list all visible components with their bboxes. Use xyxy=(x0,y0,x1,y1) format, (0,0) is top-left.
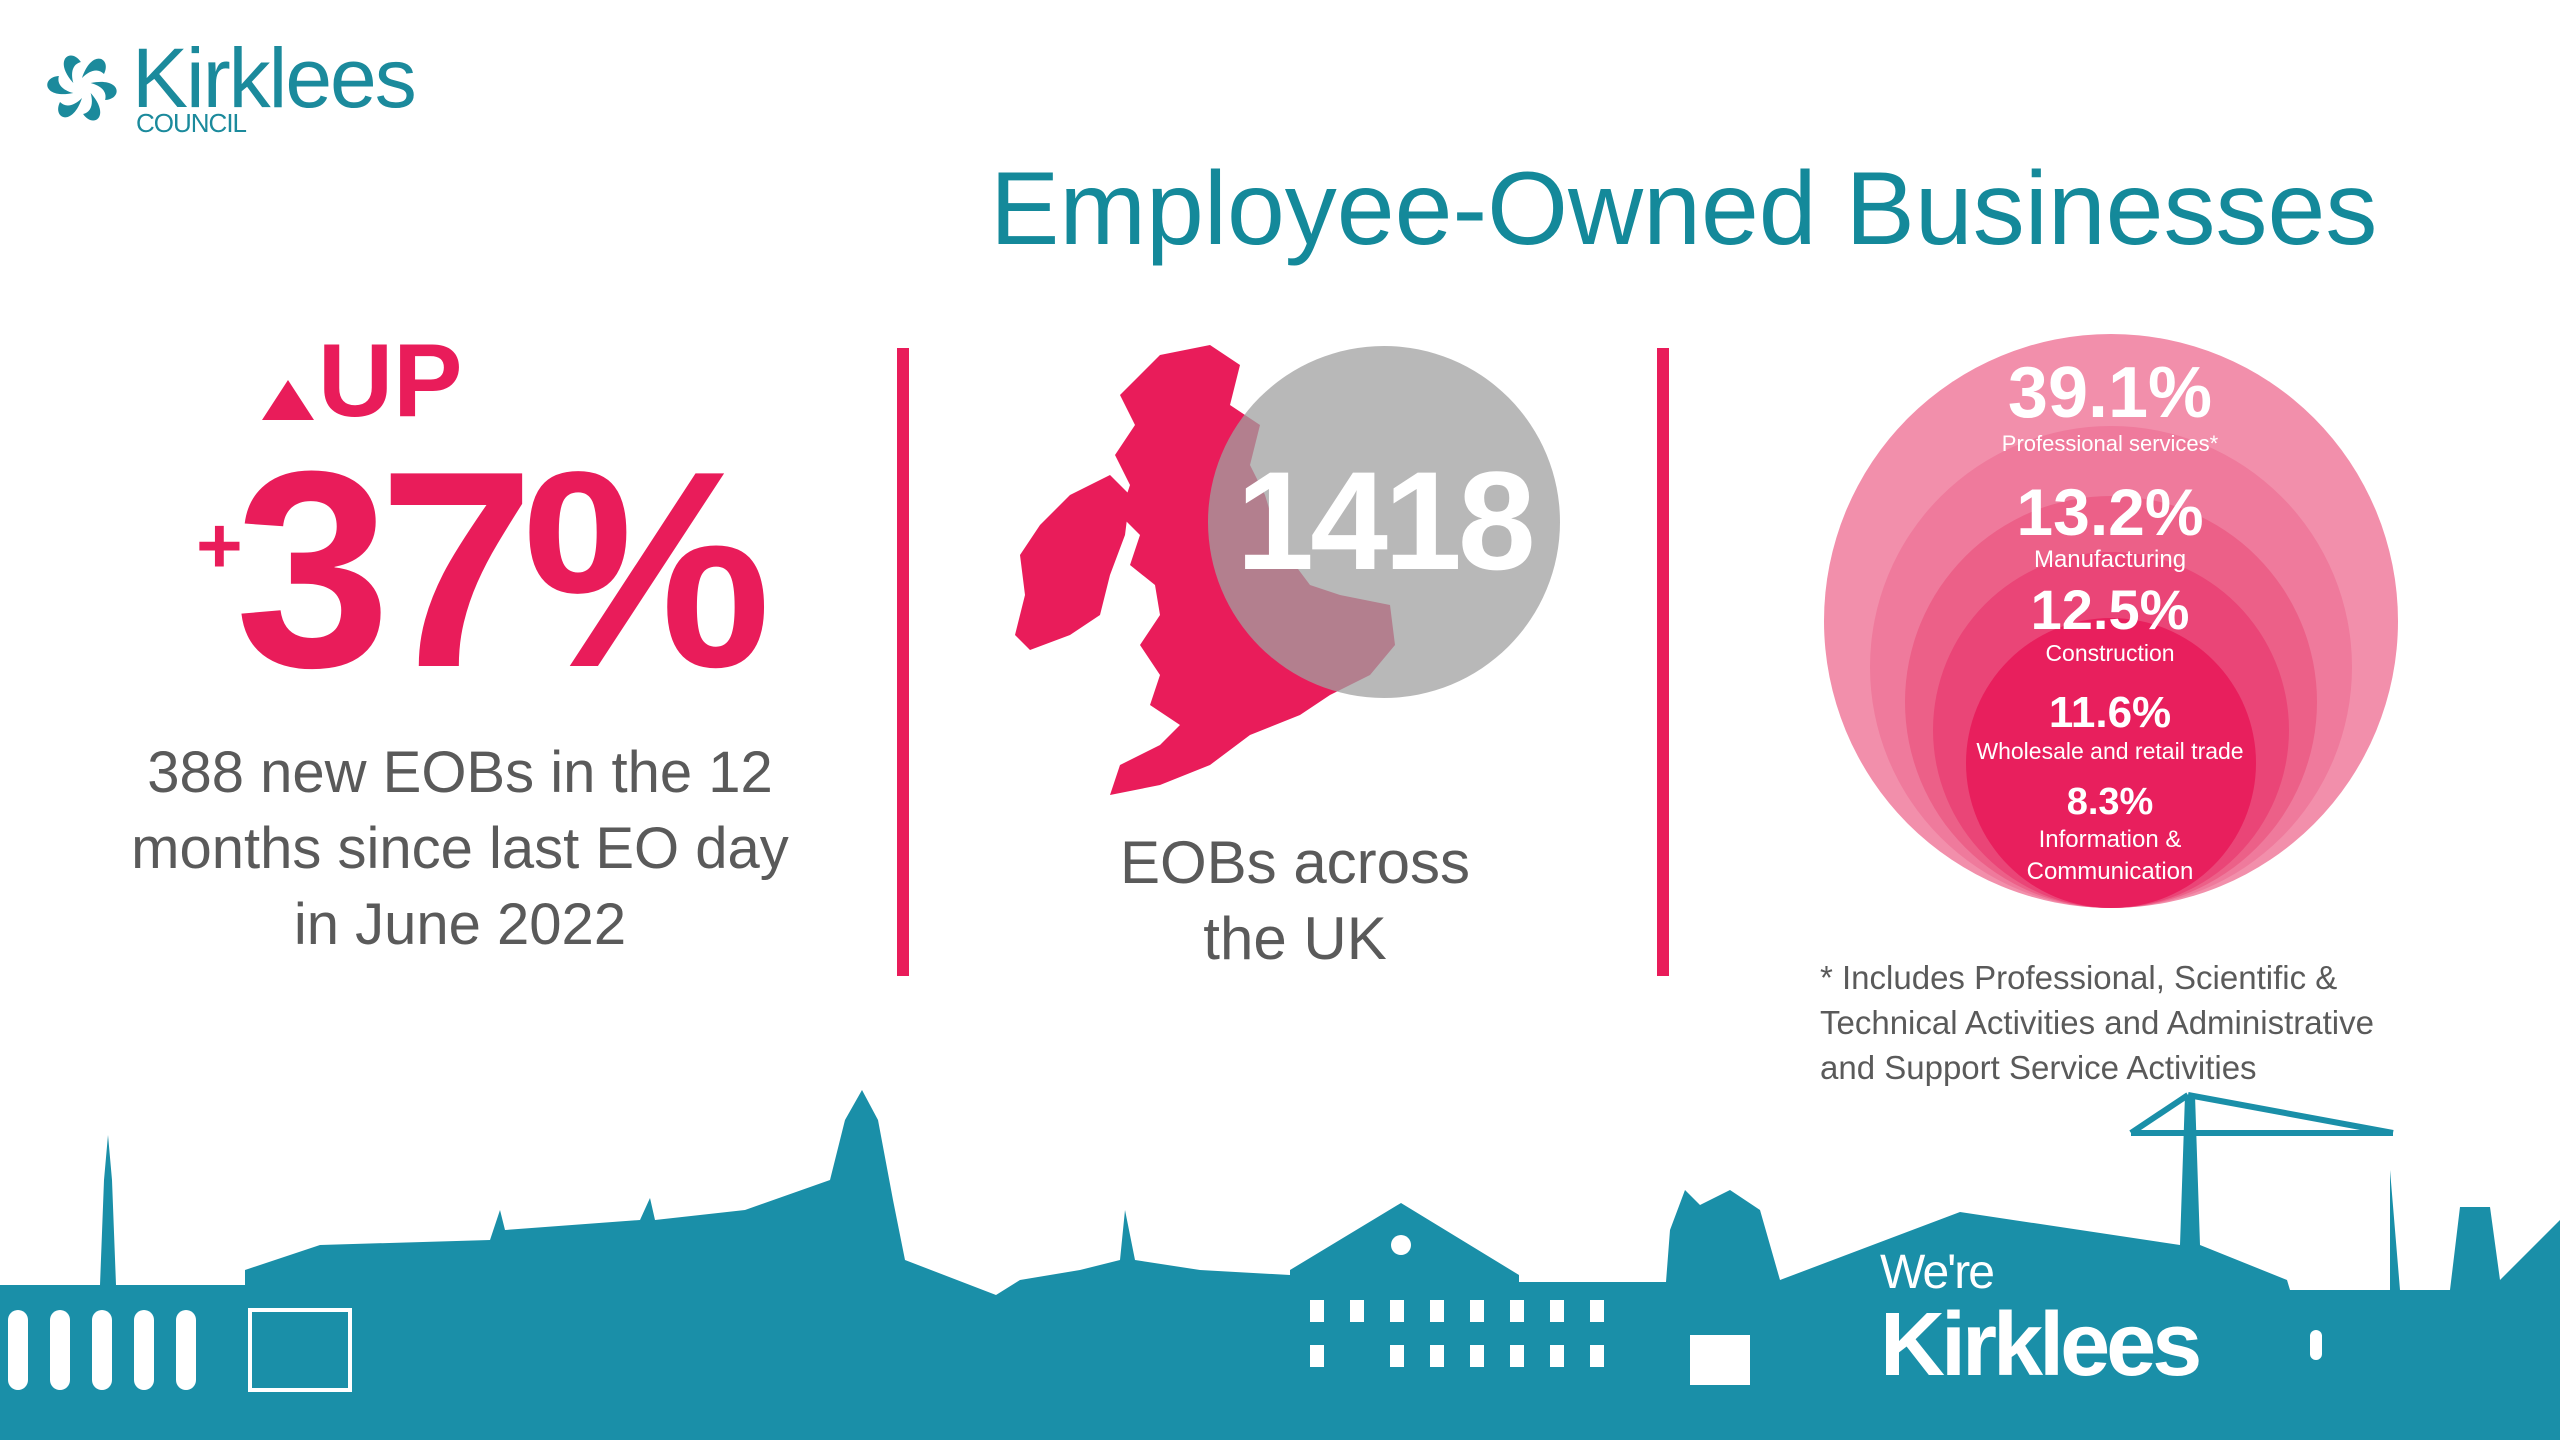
growth-description: 388 new EOBs in the 12 months since last… xyxy=(131,740,789,957)
up-triangle-icon xyxy=(262,380,314,420)
logo-subtitle: COUNCIL xyxy=(136,108,247,138)
kirklees-council-logo: Kirklees COUNCIL xyxy=(40,31,417,138)
were-kirklees-brand: We're Kirklees xyxy=(1880,1245,2202,1395)
count-circle xyxy=(1208,346,1560,698)
divider xyxy=(1657,348,1669,976)
logo-name: Kirklees xyxy=(132,31,417,125)
sector-item: 39.1% Professional services* xyxy=(2001,353,2219,456)
page-title: Employee-Owned Businesses xyxy=(990,151,2378,267)
growth-direction: UP xyxy=(318,323,463,439)
sector-item: 11.6% Wholesale and retail trade xyxy=(1976,688,2244,764)
sector-item: 13.2% Manufacturing xyxy=(2016,475,2204,573)
brand-line1: We're xyxy=(1880,1246,1995,1299)
brand-line2: Kirklees xyxy=(1880,1295,2202,1395)
sector-item: 8.3% Information & Communication xyxy=(2026,781,2194,885)
footnote: * Includes Professional, Scientific & Te… xyxy=(1820,959,2374,1086)
uk-description: EOBs across the UK xyxy=(1119,829,1471,972)
town-skyline-illustration xyxy=(0,1090,2560,1440)
skyline-windows xyxy=(8,1235,2322,1392)
divider xyxy=(897,348,909,976)
swirl-logo-icon xyxy=(47,55,117,121)
sector-item: 12.5% Construction xyxy=(2030,578,2190,667)
growth-plus-sign: + xyxy=(196,501,243,590)
uk-eob-count: 1418 xyxy=(1236,442,1535,599)
growth-percent: 37% xyxy=(235,414,771,726)
sector-ring xyxy=(1966,618,2256,908)
